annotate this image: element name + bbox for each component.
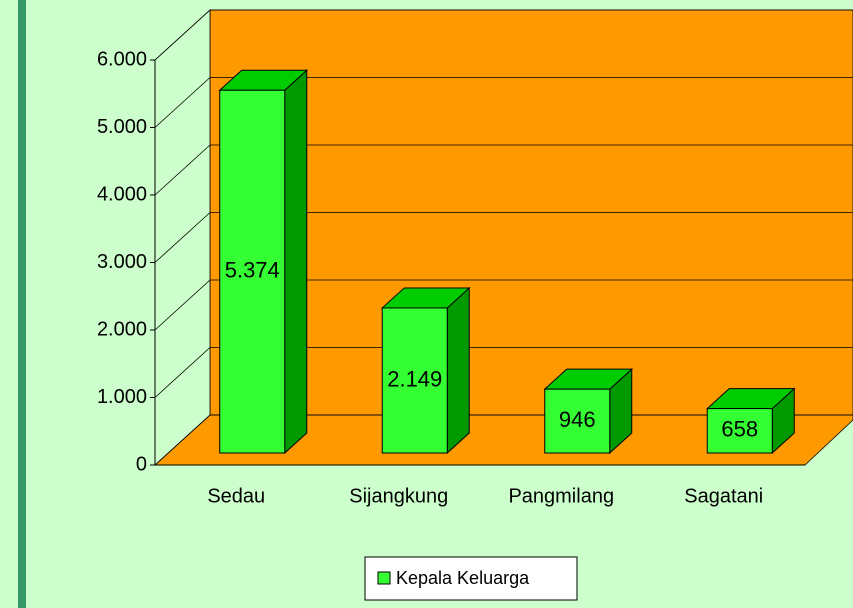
- bar-side: [446, 286, 470, 455]
- legend-box: [364, 556, 578, 601]
- bar: [706, 408, 773, 454]
- grid-line: [154, 144, 211, 196]
- y-tick-label: 5.000: [97, 116, 147, 138]
- y-tick-label: 6.000: [97, 48, 147, 70]
- data-label: 5.374: [225, 257, 280, 282]
- x-tick-label: Sagatani: [684, 485, 763, 507]
- x-tick-label: Pangmilang: [508, 485, 614, 507]
- grid-line: [154, 279, 211, 331]
- data-label: 658: [721, 417, 758, 442]
- y-tick-label: 0: [136, 453, 147, 475]
- bar: [219, 89, 286, 454]
- y-tick-label: 4.000: [97, 183, 147, 205]
- data-label: 2.149: [387, 366, 442, 391]
- x-tick-label: Sijangkung: [349, 485, 448, 507]
- bar-side: [284, 69, 308, 455]
- legend-label: Kepala Keluarga: [396, 568, 530, 588]
- bar: [544, 388, 611, 454]
- y-tick-label: 3.000: [97, 251, 147, 273]
- data-label: 946: [559, 407, 596, 432]
- left-border: [18, 0, 26, 608]
- grid-line: [154, 414, 211, 466]
- grid-line: [154, 77, 211, 128]
- y-tick-label: 2.000: [97, 318, 147, 340]
- legend-swatch: [377, 571, 391, 585]
- bar: [381, 307, 448, 454]
- grid-line: [154, 347, 211, 398]
- x-tick-label: Sedau: [207, 485, 265, 507]
- y-tick-label: 1.000: [97, 386, 147, 408]
- grid-line: [154, 9, 211, 61]
- grid-line: [154, 212, 211, 263]
